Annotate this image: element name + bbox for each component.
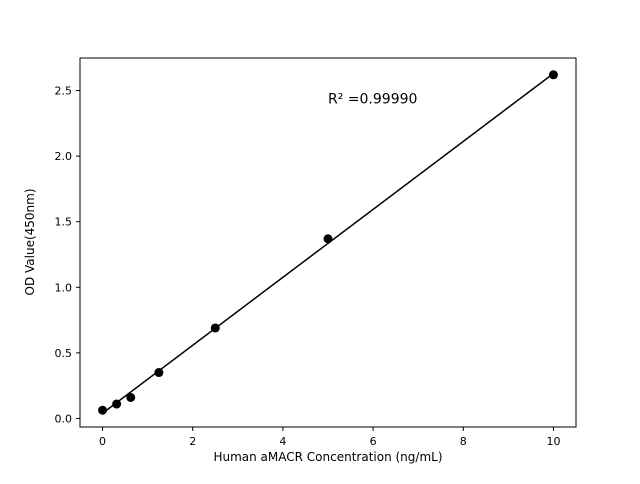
x-tick-label: 4 (279, 435, 286, 448)
plot-frame (79, 57, 577, 428)
data-point (154, 368, 164, 378)
x-tick-label: 0 (99, 435, 106, 448)
x-tick-label: 8 (460, 435, 467, 448)
plot-layer: 0 2 4 6 8 10 0.0 0.5 1.0 1.5 2.0 2.5 (55, 57, 577, 448)
r-squared-annotation: R² =0.99990 (328, 92, 417, 108)
y-tick-label: 0.0 (55, 412, 73, 425)
data-point (112, 399, 122, 409)
data-point (323, 234, 333, 244)
x-tick-label: 10 (546, 435, 560, 448)
y-axis-label: OD Value(450nm) (23, 188, 37, 295)
data-point (98, 405, 108, 415)
data-point (210, 323, 220, 333)
data-point (548, 70, 558, 80)
y-tick-label: 1.5 (55, 216, 73, 229)
y-tick-label: 2.0 (55, 150, 73, 163)
x-tick-label: 2 (189, 435, 196, 448)
data-point (126, 392, 136, 402)
x-axis-label: Human aMACR Concentration (ng/mL) (213, 450, 442, 464)
y-tick-label: 1.0 (55, 281, 73, 294)
y-tick-label: 0.5 (55, 347, 73, 360)
fit-line (102, 72, 554, 414)
y-tick-label: 2.5 (55, 85, 73, 98)
x-tick-label: 6 (370, 435, 377, 448)
